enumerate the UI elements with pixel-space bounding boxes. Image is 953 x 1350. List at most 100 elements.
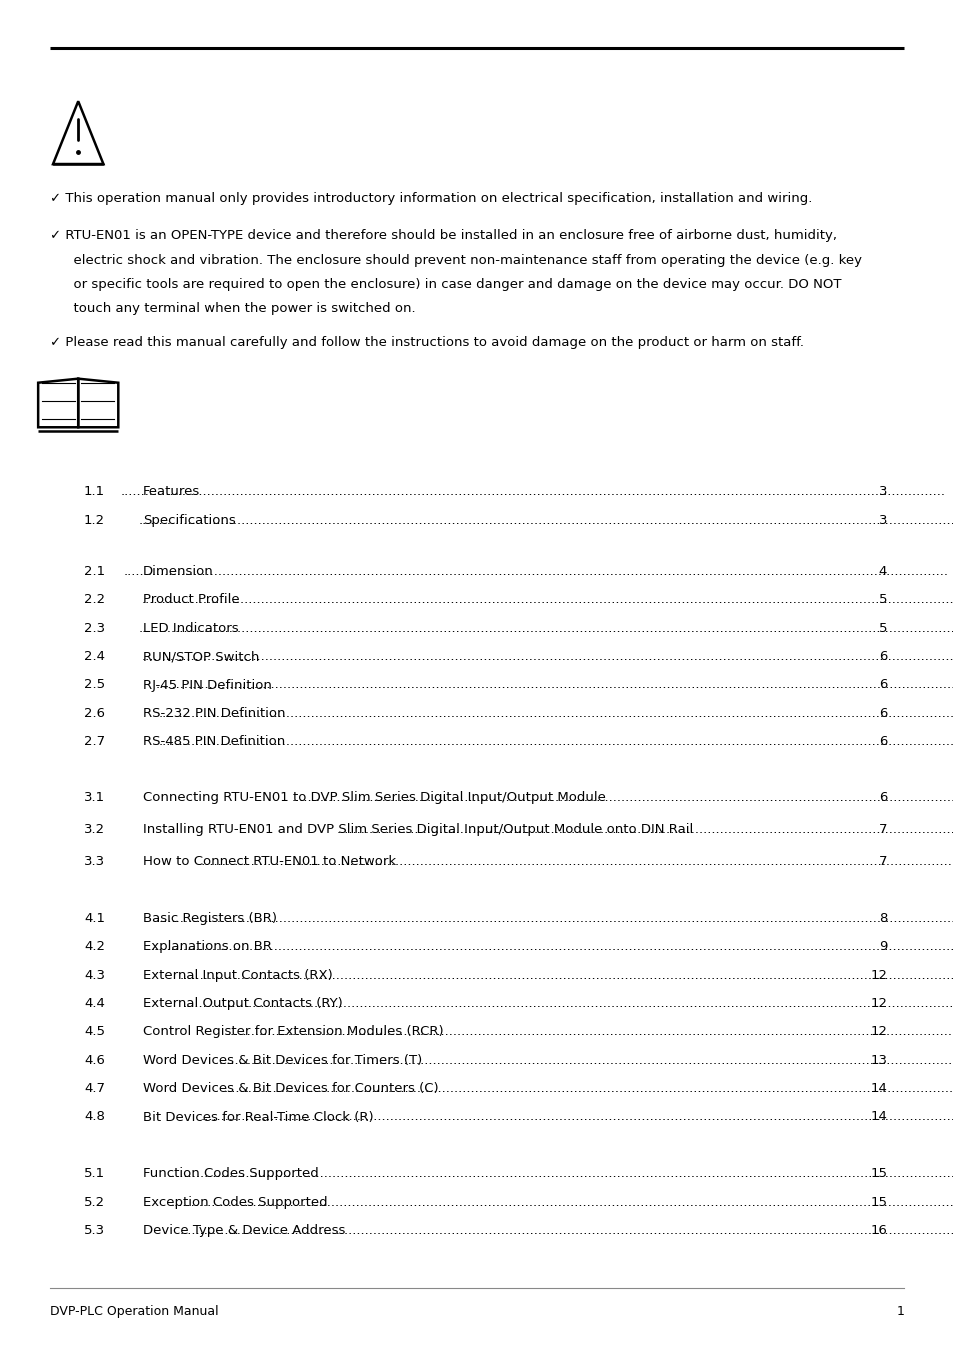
Text: ................................................................................: ........................................… [138,622,953,634]
Text: External Output Contacts (RY): External Output Contacts (RY) [143,998,342,1010]
Text: 1.2: 1.2 [84,514,105,526]
Text: 4: 4 [878,566,886,578]
Text: ✓ This operation manual only provides introductory information on electrical spe: ✓ This operation manual only provides in… [50,192,811,205]
Text: 16: 16 [869,1224,886,1237]
Text: 12: 12 [869,1026,886,1038]
Text: 2.5: 2.5 [84,679,105,691]
Text: Product Profile: Product Profile [143,594,239,606]
Text: Word Devices & Bit Devices for Timers (T): Word Devices & Bit Devices for Timers (T… [143,1054,422,1067]
Text: 6: 6 [878,679,886,691]
Text: 3: 3 [878,514,886,526]
Text: ✓ RTU-EN01 is an OPEN-TYPE device and therefore should be installed in an enclos: ✓ RTU-EN01 is an OPEN-TYPE device and th… [50,230,836,243]
Text: Bit Devices for Real-Time Clock (R): Bit Devices for Real-Time Clock (R) [143,1111,374,1123]
Text: 4.4: 4.4 [84,998,105,1010]
Text: electric shock and vibration. The enclosure should prevent non-maintenance staff: electric shock and vibration. The enclos… [65,254,861,267]
Text: DVP-PLC Operation Manual: DVP-PLC Operation Manual [50,1305,218,1319]
Text: ................................................................................: ........................................… [124,566,947,578]
Text: 14: 14 [869,1083,886,1095]
Text: 3.1: 3.1 [84,791,105,803]
Text: 13: 13 [869,1054,886,1067]
Text: ................................................................................: ........................................… [171,1196,953,1208]
Text: ✓ Please read this manual carefully and follow the instructions to avoid damage : ✓ Please read this manual carefully and … [50,336,802,350]
Text: 4.7: 4.7 [84,1083,105,1095]
Text: Function Codes Supported: Function Codes Supported [143,1168,318,1180]
Text: ................................................................................: ........................................… [179,969,953,981]
Text: ................................................................................: ........................................… [156,913,953,925]
Text: 2.2: 2.2 [84,594,105,606]
Text: 9: 9 [878,941,886,953]
Text: 15: 15 [869,1196,886,1208]
Text: ................................................................................: ........................................… [218,1054,953,1067]
Text: ................................................................................: ........................................… [200,1111,953,1123]
Text: How to Connect RTU-EN01 to Network: How to Connect RTU-EN01 to Network [143,856,395,868]
Text: 6: 6 [878,791,886,803]
Text: 12: 12 [869,998,886,1010]
Text: RS-232 PIN Definition: RS-232 PIN Definition [143,707,285,720]
Text: touch any terminal when the power is switched on.: touch any terminal when the power is swi… [65,302,416,316]
Text: 1.1: 1.1 [84,486,105,498]
Text: ................................................................................: ........................................… [179,1224,953,1237]
Text: 12: 12 [869,969,886,981]
Text: ................................................................................: ........................................… [224,1083,953,1095]
Text: RJ-45 PIN Definition: RJ-45 PIN Definition [143,679,272,691]
Text: ................................................................................: ........................................… [159,707,953,720]
Text: 4.1: 4.1 [84,913,105,925]
Text: 4.3: 4.3 [84,969,105,981]
Text: Exception Codes Supported: Exception Codes Supported [143,1196,328,1208]
Text: ................................................................................: ........................................… [120,486,944,498]
Text: 6: 6 [878,736,886,748]
Text: 2.6: 2.6 [84,707,105,720]
Text: Features: Features [143,486,200,498]
Text: 4.8: 4.8 [84,1111,105,1123]
Text: 14: 14 [869,1111,886,1123]
Text: ................................................................................: ........................................… [183,998,953,1010]
Text: Control Register for Extension Modules (RCR): Control Register for Extension Modules (… [143,1026,443,1038]
Text: 2.4: 2.4 [84,651,105,663]
Text: 5: 5 [878,594,886,606]
Text: 6: 6 [878,651,886,663]
Text: 2.7: 2.7 [84,736,105,748]
Text: 7: 7 [878,856,886,868]
Text: Explanations on BR: Explanations on BR [143,941,272,953]
Text: or specific tools are required to open the enclosure) in case danger and damage : or specific tools are required to open t… [65,278,841,292]
Text: Installing RTU-EN01 and DVP Slim Series Digital Input/Output Module onto DIN Rai: Installing RTU-EN01 and DVP Slim Series … [143,824,693,836]
Text: 5.2: 5.2 [84,1196,105,1208]
Text: ................................................................................: ........................................… [197,856,953,868]
Text: ................................................................................: ........................................… [138,514,953,526]
Text: RS-485 PIN Definition: RS-485 PIN Definition [143,736,285,748]
Text: Basic Registers (BR): Basic Registers (BR) [143,913,276,925]
Text: Dimension: Dimension [143,566,213,578]
Text: ................................................................................: ........................................… [141,651,953,663]
Text: 5.1: 5.1 [84,1168,105,1180]
Text: 3.3: 3.3 [84,856,105,868]
Text: 7: 7 [878,824,886,836]
Text: ................................................................................: ........................................… [141,594,953,606]
Text: Device Type & Device Address: Device Type & Device Address [143,1224,345,1237]
Text: 8: 8 [878,913,886,925]
Text: 1: 1 [896,1305,903,1319]
Text: ................................................................................: ........................................… [336,824,953,836]
Text: 4.5: 4.5 [84,1026,105,1038]
Text: 4.6: 4.6 [84,1054,105,1067]
Text: ................................................................................: ........................................… [159,736,953,748]
Text: ................................................................................: ........................................… [156,679,953,691]
Text: ................................................................................: ........................................… [150,941,953,953]
Text: Specifications: Specifications [143,514,235,526]
Text: Word Devices & Bit Devices for Counters (C): Word Devices & Bit Devices for Counters … [143,1083,438,1095]
Text: RUN/STOP Switch: RUN/STOP Switch [143,651,259,663]
Text: 2.3: 2.3 [84,622,105,634]
Text: LED Indicators: LED Indicators [143,622,238,634]
Text: 3.2: 3.2 [84,824,105,836]
Text: 3: 3 [878,486,886,498]
Text: ................................................................................: ........................................… [227,1026,953,1038]
Text: 6: 6 [878,707,886,720]
Text: ................................................................................: ........................................… [292,791,953,803]
Text: 15: 15 [869,1168,886,1180]
Text: Connecting RTU-EN01 to DVP Slim Series Digital Input/Output Module: Connecting RTU-EN01 to DVP Slim Series D… [143,791,605,803]
Text: 5: 5 [878,622,886,634]
Text: 4.2: 4.2 [84,941,105,953]
Text: 5.3: 5.3 [84,1224,105,1237]
Text: ................................................................................: ........................................… [168,1168,953,1180]
Text: External Input Contacts (RX): External Input Contacts (RX) [143,969,333,981]
Text: 2.1: 2.1 [84,566,105,578]
